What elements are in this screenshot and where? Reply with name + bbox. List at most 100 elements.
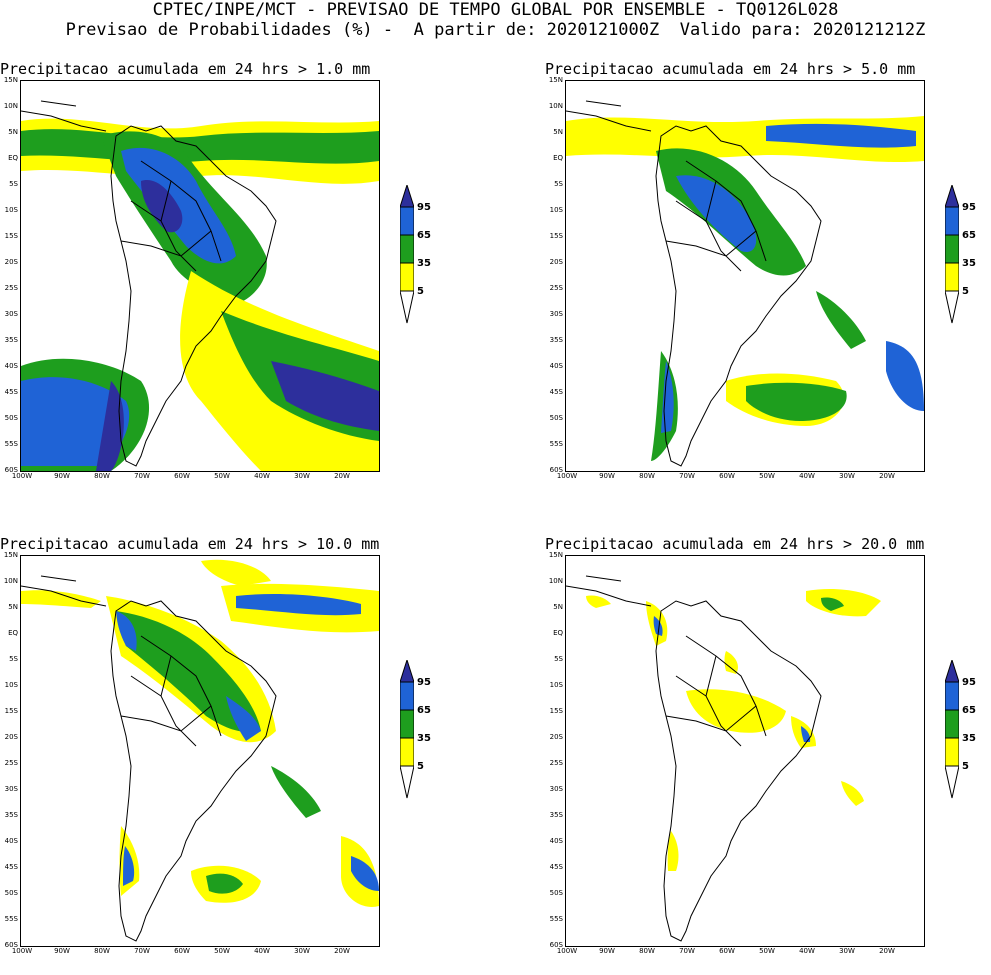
colorbar-label-5: 5 bbox=[417, 761, 424, 772]
lat-tick-label: 50S bbox=[4, 889, 18, 897]
lat-tick-label: 50S bbox=[4, 414, 18, 422]
lat-tick-label: 15S bbox=[4, 707, 18, 715]
lat-tick-label: 15N bbox=[548, 551, 563, 559]
lat-tick-label: 15S bbox=[4, 232, 18, 240]
lat-tick-label: 10S bbox=[549, 681, 563, 689]
lat-tick-label: 5N bbox=[553, 603, 563, 611]
lon-tick-label: 30W bbox=[839, 472, 855, 480]
panel-1mm: Precipitacao acumulada em 24 hrs > 1.0 m… bbox=[0, 60, 440, 500]
lon-tick-label: 90W bbox=[599, 472, 615, 480]
lon-tick-label: 40W bbox=[254, 947, 270, 955]
lat-tick-label: 60S bbox=[4, 466, 18, 474]
lat-tick-label: 60S bbox=[549, 466, 563, 474]
lat-tick-label: 45S bbox=[4, 388, 18, 396]
lat-tick-label: 30S bbox=[4, 310, 18, 318]
lat-tick-label: 15N bbox=[3, 76, 18, 84]
lon-tick-label: 60W bbox=[174, 947, 190, 955]
lon-tick-label: 20W bbox=[334, 947, 350, 955]
colorbar-label-65: 65 bbox=[962, 230, 976, 241]
lon-tick-label: 100W bbox=[556, 947, 578, 955]
lat-tick-label: 5N bbox=[553, 128, 563, 136]
lon-tick-label: 60W bbox=[719, 472, 735, 480]
colorbar-label-5: 5 bbox=[417, 286, 424, 297]
lon-tick-label: 100W bbox=[11, 947, 33, 955]
colorbar-label-65: 65 bbox=[417, 705, 431, 716]
lat-tick-label: 50S bbox=[549, 414, 563, 422]
lat-tick-label: 10S bbox=[549, 206, 563, 214]
lat-tick-label: EQ bbox=[553, 154, 563, 162]
lon-tick-label: 80W bbox=[94, 947, 110, 955]
lat-tick-label: 20S bbox=[549, 258, 563, 266]
panel-title: Precipitacao acumulada em 24 hrs > 20.0 … bbox=[545, 535, 925, 553]
lat-tick-label: 20S bbox=[4, 733, 18, 741]
colorbar-label-65: 65 bbox=[962, 705, 976, 716]
lon-tick-label: 70W bbox=[134, 947, 150, 955]
colorbar-label-95: 95 bbox=[417, 202, 431, 213]
colorbar: 95 65 35 5 bbox=[945, 660, 985, 810]
lat-tick-label: 60S bbox=[549, 941, 563, 949]
panel-title: Precipitacao acumulada em 24 hrs > 5.0 m… bbox=[545, 60, 916, 78]
lon-tick-label: 80W bbox=[639, 472, 655, 480]
lat-tick-label: 60S bbox=[4, 941, 18, 949]
lon-tick-label: 90W bbox=[599, 947, 615, 955]
colorbar-label-35: 35 bbox=[417, 258, 431, 269]
lat-tick-label: 15S bbox=[549, 232, 563, 240]
lon-tick-label: 50W bbox=[214, 472, 230, 480]
colorbar-label-65: 65 bbox=[417, 230, 431, 241]
lon-tick-label: 70W bbox=[679, 472, 695, 480]
lat-tick-label: 50S bbox=[549, 889, 563, 897]
lon-tick-label: 70W bbox=[134, 472, 150, 480]
lat-tick-label: 15N bbox=[3, 551, 18, 559]
lat-tick-label: 10S bbox=[4, 681, 18, 689]
lat-tick-label: 10N bbox=[3, 577, 18, 585]
panel-5mm: Precipitacao acumulada em 24 hrs > 5.0 m… bbox=[545, 60, 985, 500]
lat-tick-label: 40S bbox=[4, 362, 18, 370]
lat-tick-label: 10S bbox=[4, 206, 18, 214]
lat-tick-label: EQ bbox=[553, 629, 563, 637]
figure-header: CPTEC/INPE/MCT - PREVISAO DE TEMPO GLOBA… bbox=[0, 0, 991, 40]
lon-tick-label: 30W bbox=[294, 472, 310, 480]
lon-tick-label: 40W bbox=[799, 947, 815, 955]
lat-tick-label: 35S bbox=[549, 811, 563, 819]
lat-tick-label: 10N bbox=[548, 102, 563, 110]
colorbar-label-95: 95 bbox=[962, 677, 976, 688]
lat-tick-label: 55S bbox=[549, 440, 563, 448]
lat-tick-label: 35S bbox=[549, 336, 563, 344]
lon-tick-label: 60W bbox=[719, 947, 735, 955]
panel-title: Precipitacao acumulada em 24 hrs > 10.0 … bbox=[0, 535, 380, 553]
lat-tick-label: 25S bbox=[549, 759, 563, 767]
lat-tick-label: 30S bbox=[549, 310, 563, 318]
lat-tick-label: 25S bbox=[549, 284, 563, 292]
lat-tick-label: 5S bbox=[9, 180, 18, 188]
lon-tick-label: 100W bbox=[556, 472, 578, 480]
lon-tick-label: 50W bbox=[214, 947, 230, 955]
lat-tick-label: 5S bbox=[9, 655, 18, 663]
lat-tick-label: 5S bbox=[554, 180, 563, 188]
map-plot bbox=[565, 80, 925, 472]
colorbar-label-5: 5 bbox=[962, 761, 969, 772]
lat-tick-label: 15S bbox=[549, 707, 563, 715]
lon-tick-label: 80W bbox=[639, 947, 655, 955]
lat-tick-label: 45S bbox=[4, 863, 18, 871]
header-subtitle: Previsao de Probabilidades (%) - A parti… bbox=[65, 20, 926, 40]
colorbar-label-35: 35 bbox=[417, 733, 431, 744]
lat-tick-label: 30S bbox=[4, 785, 18, 793]
lon-tick-label: 30W bbox=[294, 947, 310, 955]
lat-tick-label: 40S bbox=[549, 837, 563, 845]
lon-tick-label: 70W bbox=[679, 947, 695, 955]
lat-tick-label: EQ bbox=[8, 154, 18, 162]
colorbar-label-95: 95 bbox=[417, 677, 431, 688]
lat-tick-label: 40S bbox=[549, 362, 563, 370]
lat-tick-label: 25S bbox=[4, 759, 18, 767]
lon-tick-label: 20W bbox=[879, 472, 895, 480]
lat-tick-label: 55S bbox=[549, 915, 563, 923]
lat-tick-label: 5N bbox=[8, 603, 18, 611]
lat-tick-label: 10N bbox=[3, 102, 18, 110]
map-plot bbox=[20, 80, 380, 472]
colorbar-label-95: 95 bbox=[962, 202, 976, 213]
panel-20mm: Precipitacao acumulada em 24 hrs > 20.0 … bbox=[545, 535, 985, 975]
lat-tick-label: 35S bbox=[4, 336, 18, 344]
colorbar: 95 65 35 5 bbox=[400, 185, 440, 335]
lat-tick-label: 45S bbox=[549, 388, 563, 396]
lat-tick-label: 35S bbox=[4, 811, 18, 819]
